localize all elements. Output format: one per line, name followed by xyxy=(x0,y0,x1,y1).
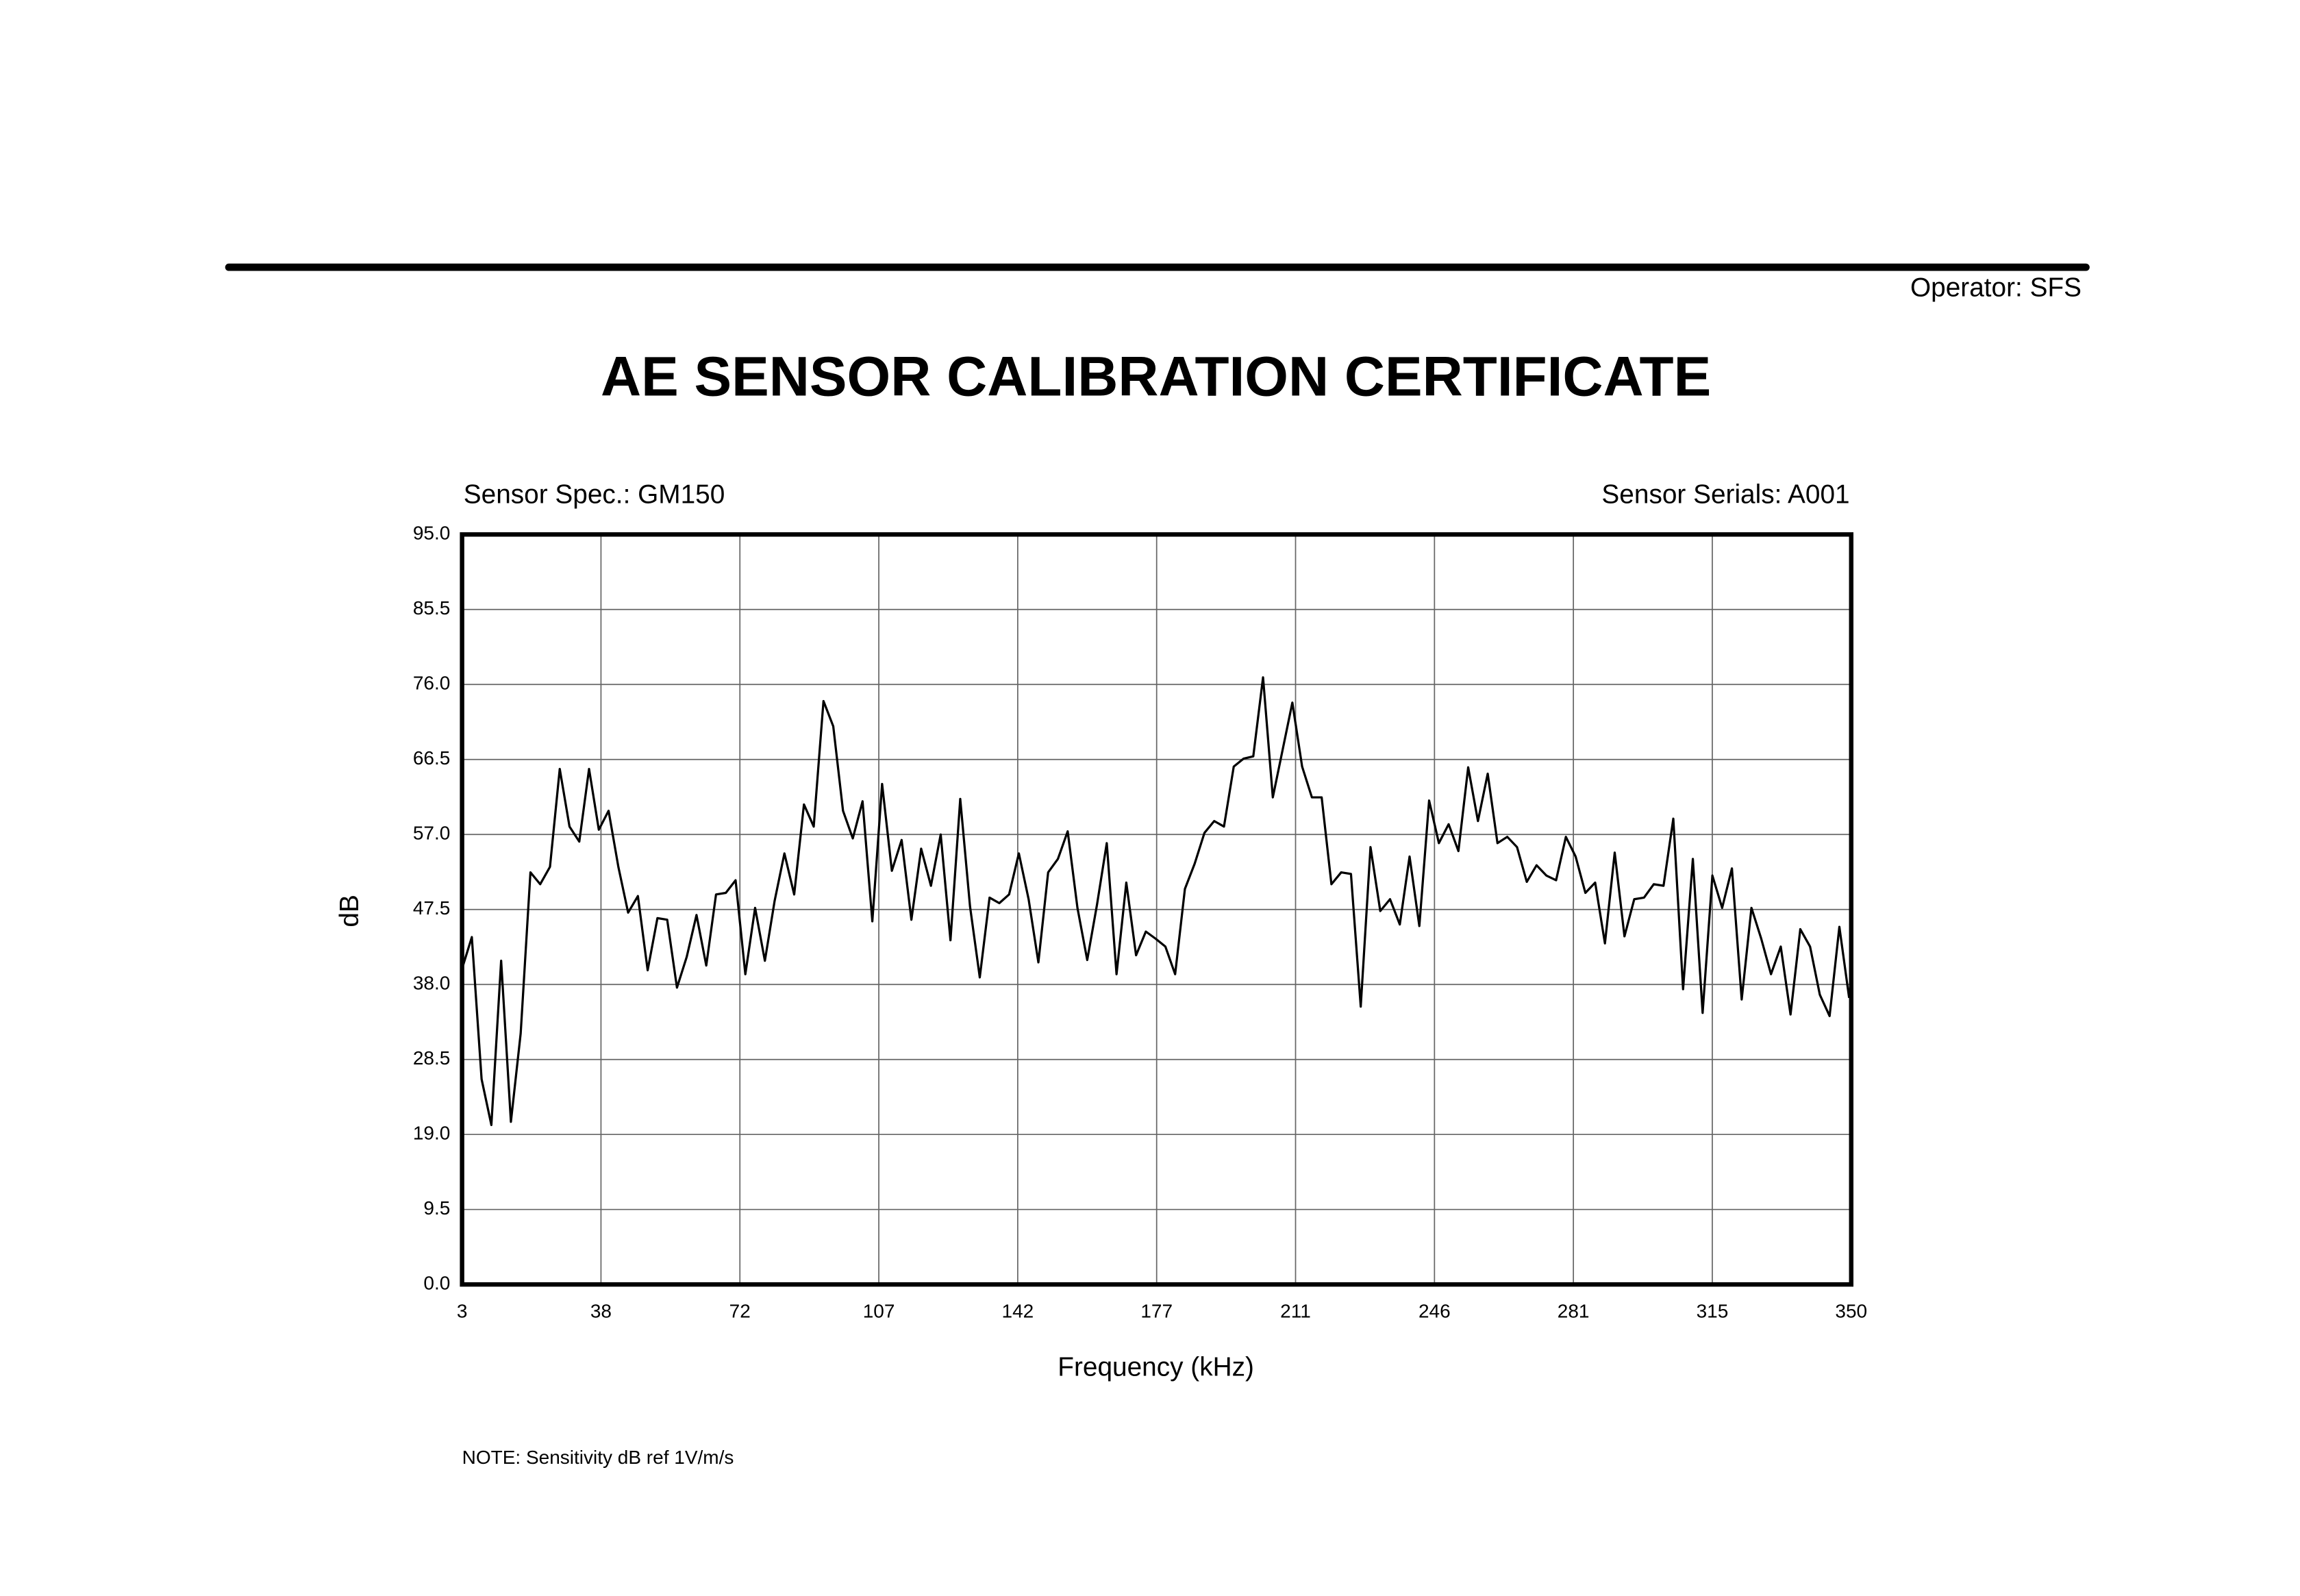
y-tick-label: 95.0 xyxy=(413,523,451,544)
y-tick-label: 85.5 xyxy=(413,597,451,619)
x-tick-label: 107 xyxy=(863,1301,895,1322)
x-axis-label: Frequency (kHz) xyxy=(1058,1352,1254,1382)
chart-title: AE SENSOR CALIBRATION CERTIFICATE xyxy=(601,346,1711,408)
y-tick-label: 0.0 xyxy=(423,1273,450,1294)
plot-frame xyxy=(460,532,1854,1287)
y-tick-label: 38.0 xyxy=(413,973,451,994)
x-tick-label: 3 xyxy=(457,1301,468,1322)
y-tick-label: 57.0 xyxy=(413,823,451,844)
operator: Operator: SFS xyxy=(1910,273,2082,303)
sensor-spec: Sensor Spec.: GM150 xyxy=(464,479,725,509)
x-tick-label: 246 xyxy=(1418,1301,1451,1322)
y-tick-label: 9.5 xyxy=(423,1197,450,1219)
note: NOTE: Sensitivity dB ref 1V/m/s xyxy=(462,1447,734,1468)
x-tick-label: 350 xyxy=(1835,1301,1867,1322)
x-tick-label: 177 xyxy=(1140,1301,1173,1322)
data-line xyxy=(461,676,1851,1126)
x-tick-label: 142 xyxy=(1002,1301,1034,1322)
y-tick-label: 76.0 xyxy=(413,673,451,694)
y-tick-label: 66.5 xyxy=(413,747,451,769)
x-tick-label: 315 xyxy=(1697,1301,1729,1322)
y-tick-label: 47.5 xyxy=(413,897,451,919)
y-tick-label: 28.5 xyxy=(413,1047,451,1069)
x-tick-label: 281 xyxy=(1558,1301,1590,1322)
x-tick-label: 38 xyxy=(590,1301,612,1322)
y-tick-label: 19.0 xyxy=(413,1123,451,1144)
y-axis-label: dB xyxy=(335,895,364,927)
x-tick-label: 211 xyxy=(1280,1301,1311,1322)
x-tick-label: 72 xyxy=(729,1301,751,1322)
sensor-serials: Sensor Serials: A001 xyxy=(1601,479,1849,509)
